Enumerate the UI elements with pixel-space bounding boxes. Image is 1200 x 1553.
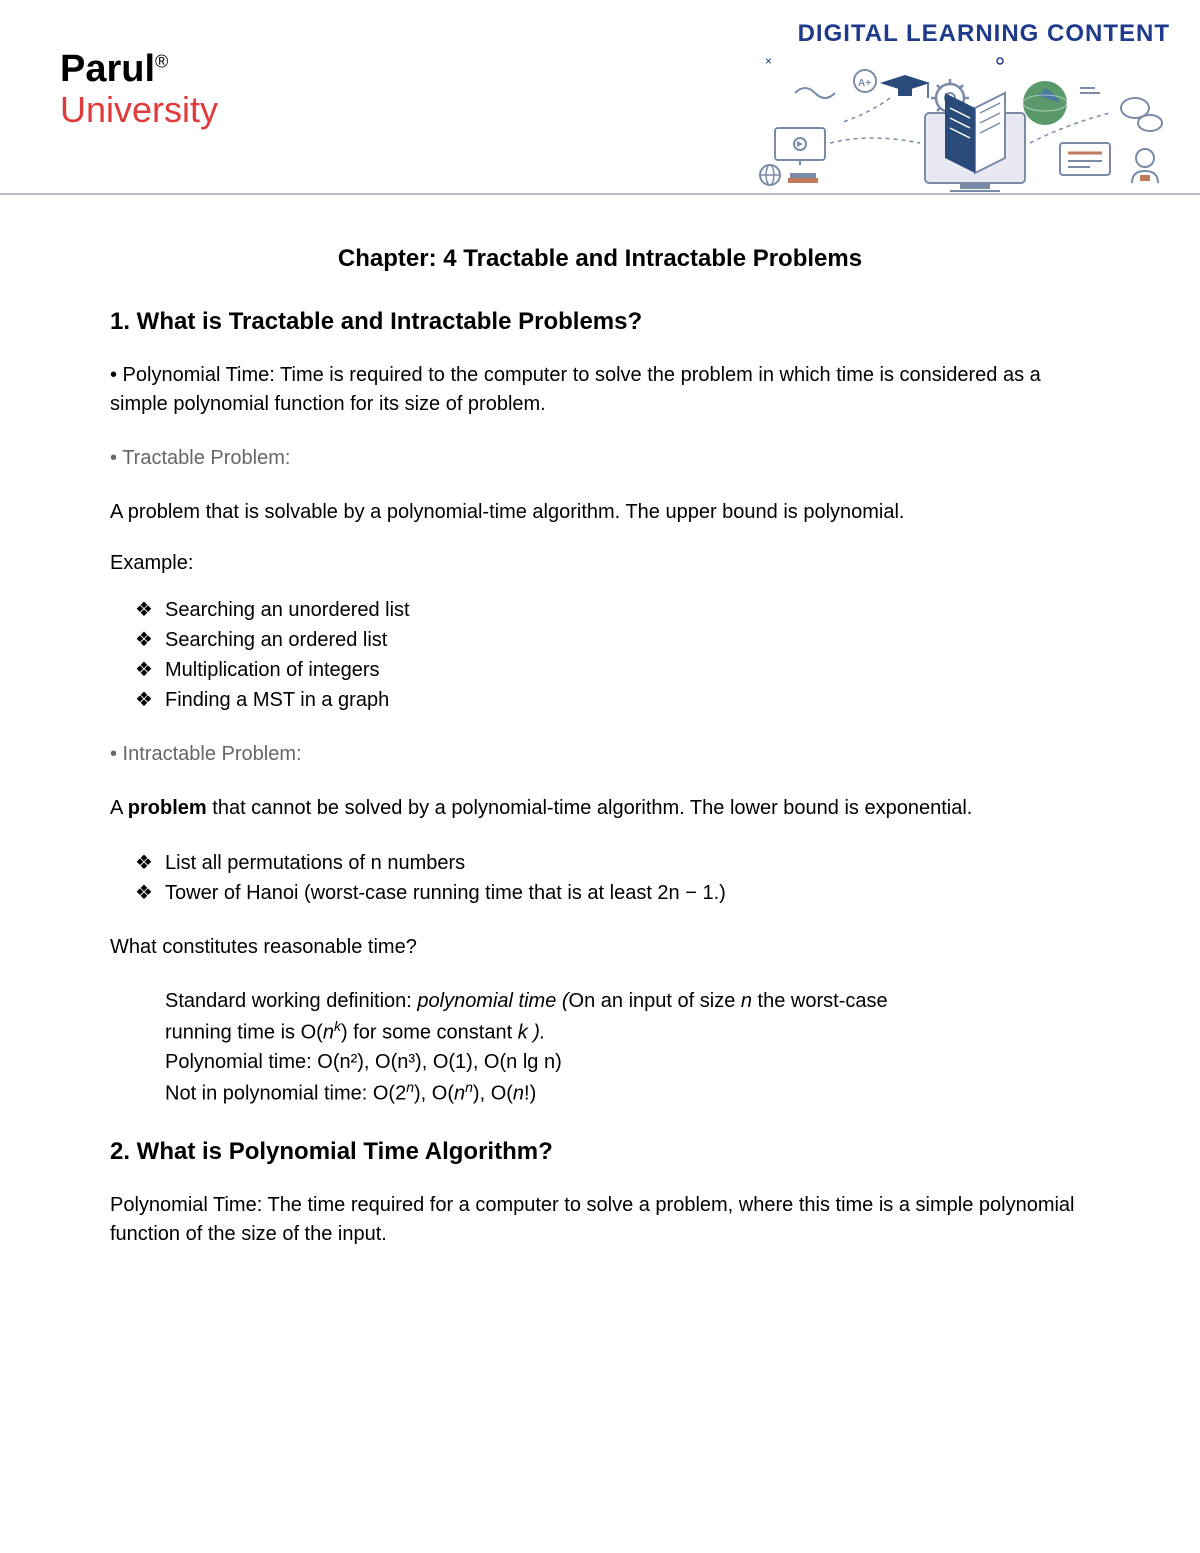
dlc-illustration: × <box>750 53 1170 193</box>
text-italic: k ). <box>518 1022 546 1044</box>
list-item: List all permutations of n numbers <box>165 848 1090 878</box>
text-fragment: the worst-case <box>752 990 888 1012</box>
intractable-definition: A problem that cannot be solved by a pol… <box>110 794 1090 823</box>
list-item: Multiplication of integers <box>165 655 1090 685</box>
text-fragment: ), O( <box>414 1082 454 1104</box>
dlc-title: DIGITAL LEARNING CONTENT <box>750 20 1170 48</box>
intractable-examples-list: List all permutations of n numbers Tower… <box>110 848 1090 908</box>
example-label: Example: <box>110 552 1090 575</box>
section-2-body: Polynomial Time: The time required for a… <box>110 1191 1090 1249</box>
list-item: Searching an ordered list <box>165 625 1090 655</box>
section-2-heading: 2. What is Polynomial Time Algorithm? <box>110 1138 1090 1166</box>
list-item: Searching an unordered list <box>165 595 1090 625</box>
text-fragment: ) for some constant <box>341 1022 518 1044</box>
text-fragment: running time is O( <box>165 1022 323 1044</box>
svg-text:A+: A+ <box>858 78 871 89</box>
definition-block: Standard working definition: polynomial … <box>110 987 1090 1108</box>
text-italic: polynomial time ( <box>417 990 568 1012</box>
text-fragment: !) <box>524 1082 536 1104</box>
page-header: Parul® University DIGITAL LEARNING CONTE… <box>0 0 1200 195</box>
tractable-definition: A problem that is solvable by a polynomi… <box>110 498 1090 527</box>
text-superscript: k <box>334 1018 341 1034</box>
svg-text:×: × <box>765 54 772 68</box>
text-fragment: A <box>110 797 128 819</box>
registered-mark: ® <box>155 51 168 71</box>
text-italic: n <box>741 990 752 1012</box>
text-italic: n <box>513 1082 524 1104</box>
reasonable-time-question: What constitutes reasonable time? <box>110 933 1090 962</box>
text-italic: n <box>454 1082 465 1104</box>
text-superscript: n <box>406 1079 414 1095</box>
intractable-label: • Intractable Problem: <box>110 740 1090 769</box>
text-fragment: On an input of size <box>569 990 741 1012</box>
list-item: Tower of Hanoi (worst-case running time … <box>165 878 1090 908</box>
header-right-section: DIGITAL LEARNING CONTENT × <box>750 20 1170 193</box>
university-logo: Parul® University <box>60 20 218 131</box>
text-fragment: that cannot be solved by a polynomial-ti… <box>207 797 973 819</box>
learning-illustration-icon: × <box>750 53 1170 193</box>
tractable-examples-list: Searching an unordered list Searching an… <box>110 595 1090 715</box>
text-bold: problem <box>128 797 207 819</box>
document-content: Chapter: 4 Tractable and Intractable Pro… <box>0 195 1200 1334</box>
section-1-heading: 1. What is Tractable and Intractable Pro… <box>110 308 1090 336</box>
text-superscript: n <box>465 1079 473 1095</box>
definition-line: running time is O(nk) for some constant … <box>165 1016 1090 1048</box>
text-fragment: Not in polynomial time: O(2 <box>165 1082 406 1104</box>
tractable-label: • Tractable Problem: <box>110 444 1090 473</box>
text-fragment: ), O( <box>473 1082 513 1104</box>
definition-line: Standard working definition: polynomial … <box>165 987 1090 1016</box>
text-italic: n <box>323 1022 334 1044</box>
logo-text-university: University <box>60 88 218 131</box>
definition-line: Not in polynomial time: O(2n), O(nn), O(… <box>165 1077 1090 1109</box>
list-item: Finding a MST in a graph <box>165 685 1090 715</box>
text-fragment: Standard working definition: <box>165 990 417 1012</box>
logo-text-parul: Parul <box>60 48 155 90</box>
chapter-title: Chapter: 4 Tractable and Intractable Pro… <box>110 245 1090 273</box>
logo-name: Parul® <box>60 50 218 88</box>
definition-line: Polynomial time: O(n²), O(n³), O(1), O(n… <box>165 1048 1090 1077</box>
polynomial-time-intro: • Polynomial Time: Time is required to t… <box>110 361 1090 419</box>
